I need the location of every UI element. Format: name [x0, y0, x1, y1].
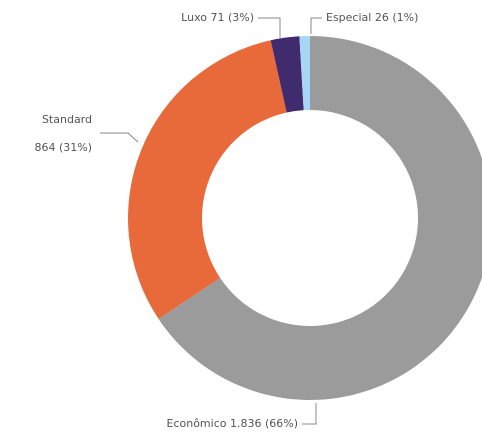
- slice-label: Especial 26 (1%): [326, 11, 418, 24]
- leader-line: [100, 132, 139, 143]
- leader-line: [302, 403, 317, 425]
- slice-label: 864 (31%): [34, 141, 92, 154]
- slice-label: Luxo 71 (3%): [181, 11, 254, 24]
- slice: [128, 40, 287, 319]
- leader-line: [310, 17, 322, 34]
- slice: [158, 36, 482, 400]
- leader-line: [258, 17, 281, 38]
- slice-label: Standard: [42, 113, 92, 126]
- slice-label: Econômico 1.836 (66%): [167, 417, 299, 430]
- slice: [270, 36, 304, 113]
- slice: [299, 36, 310, 111]
